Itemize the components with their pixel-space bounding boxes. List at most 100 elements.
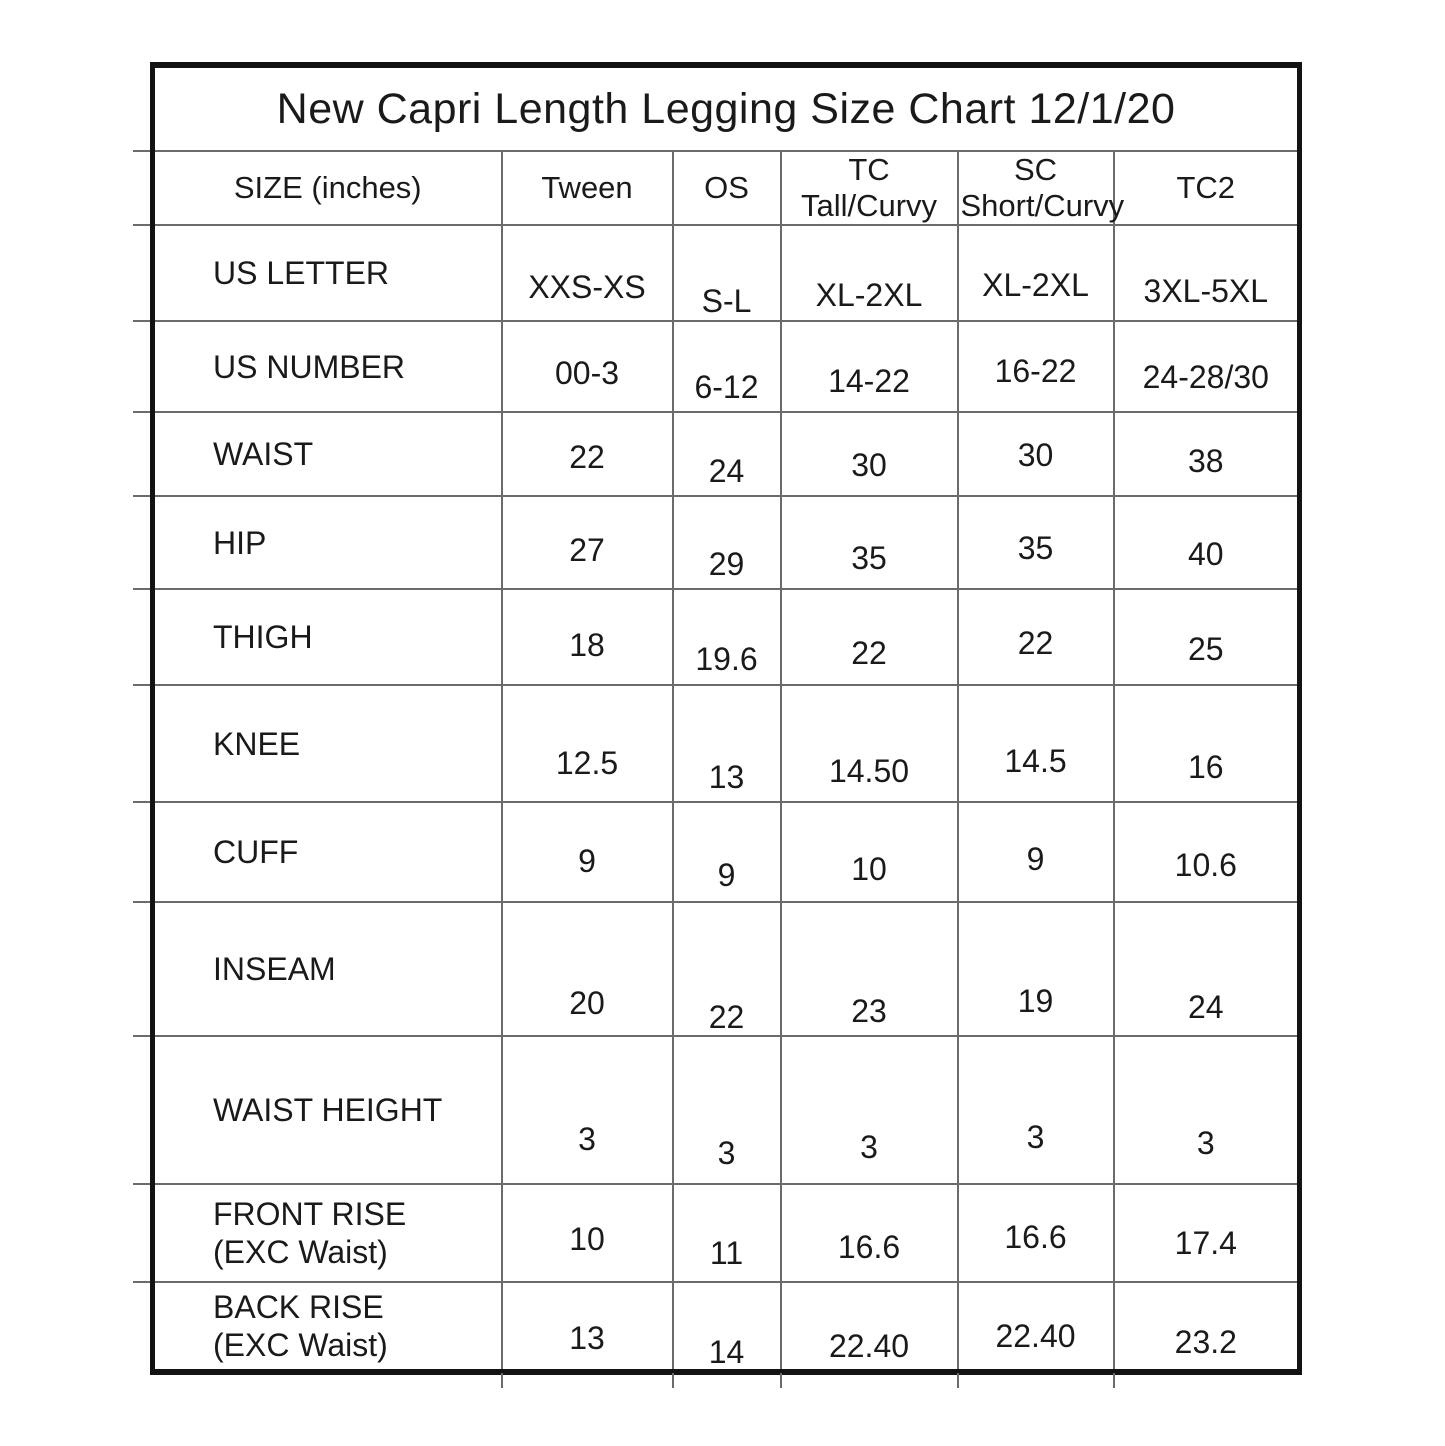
cell-value: 35 — [851, 540, 887, 576]
cell: 9 — [500, 801, 674, 903]
cell: 12.5 — [500, 684, 674, 803]
cell-value: 22.40 — [828, 1328, 910, 1364]
cell: 9 — [956, 801, 1115, 903]
cell: 19.6 — [671, 588, 782, 686]
cell: 3 — [779, 1035, 959, 1185]
cell: 9 — [671, 801, 782, 903]
cell: 24 — [1112, 901, 1301, 1037]
cell: 16-22 — [956, 320, 1115, 413]
cell-value: 17.4 — [1174, 1225, 1237, 1261]
cell: 22 — [671, 901, 782, 1037]
cell-value: 9 — [578, 843, 596, 879]
row-label: KNEE — [132, 684, 503, 804]
cell: 17.4 — [1112, 1183, 1301, 1283]
cell-value: 29 — [708, 546, 745, 582]
cell-value: 14-22 — [828, 363, 910, 399]
cell: 16.6 — [779, 1183, 959, 1283]
cell: 35 — [779, 495, 959, 590]
cell-value: 14.50 — [828, 753, 910, 789]
cell-value: 3 — [1196, 1125, 1215, 1161]
cell-value: 3XL-5XL — [1143, 273, 1269, 309]
cell-value: XL-2XL — [982, 267, 1089, 303]
cell: 27 — [500, 495, 674, 590]
cell: 14.5 — [956, 684, 1115, 803]
cell: 30 — [779, 411, 959, 497]
cell-value: 38 — [1187, 443, 1224, 479]
cell: XL-2XL — [779, 224, 959, 322]
cell-value: 16.6 — [1004, 1219, 1067, 1255]
cell: 10 — [779, 801, 959, 903]
table-row-inseam: INSEAM 20 22 23 19 24 — [132, 901, 1301, 1038]
cell: 23.2 — [1112, 1281, 1301, 1389]
cell: 22 — [779, 588, 959, 686]
table-row-waist-height: WAIST HEIGHT 3 3 3 3 3 — [132, 1035, 1301, 1186]
cell: 18 — [500, 588, 674, 686]
cell: 3 — [956, 1035, 1115, 1185]
table-row-us-number: US NUMBER 00-3 6-12 14-22 16-22 24-28/30 — [132, 320, 1301, 414]
table-row-hip: HIP 27 29 35 35 40 — [132, 495, 1301, 591]
cell-value: 14 — [708, 1334, 745, 1370]
cell: 16.6 — [956, 1183, 1115, 1283]
column-header-tween: Tween — [500, 150, 674, 226]
cell: 14 — [671, 1281, 782, 1389]
row-label: US LETTER — [132, 224, 503, 323]
cell-value: 25 — [1187, 631, 1224, 667]
size-chart-table: New Capri Length Legging Size Chart 12/1… — [130, 62, 1303, 1389]
cell-value: S-L — [701, 283, 752, 319]
cell-value: 14.5 — [1004, 743, 1067, 779]
cell-value: 16-22 — [994, 353, 1077, 389]
cell-value: 24-28/30 — [1142, 359, 1269, 395]
cell-value: 19.6 — [695, 641, 758, 677]
cell: 22.40 — [779, 1281, 959, 1389]
cell-value: 40 — [1187, 536, 1224, 572]
cell: 22 — [500, 411, 674, 497]
cell-value: 35 — [1017, 530, 1054, 566]
cell-value: 19 — [1017, 983, 1054, 1019]
cell: 14-22 — [779, 320, 959, 413]
cell: 25 — [1112, 588, 1301, 686]
cell-value: 30 — [1017, 437, 1054, 473]
page-title: New Capri Length Legging Size Chart 12/1… — [130, 65, 1300, 152]
cell-value: 24 — [1187, 989, 1224, 1025]
cell: S-L — [671, 224, 782, 322]
cell-value: 22 — [851, 635, 887, 671]
cell-value: 22 — [569, 439, 605, 475]
cell: 00-3 — [500, 320, 674, 413]
cell-value: 3 — [860, 1129, 878, 1165]
row-label: THIGH — [132, 588, 503, 687]
cell: 35 — [956, 495, 1115, 590]
cell: 40 — [1112, 495, 1301, 590]
cell: 23 — [779, 901, 959, 1037]
table-row-cuff: CUFF 9 9 10 9 10.6 — [132, 801, 1301, 904]
cell: 3 — [671, 1035, 782, 1185]
cell: 13 — [671, 684, 782, 803]
cell: 14.50 — [779, 684, 959, 803]
cell: 3 — [500, 1035, 674, 1185]
table-row-back-rise: BACK RISE (EXC Waist) 13 14 22.40 22.40 … — [151, 1281, 1301, 1389]
column-header-tc2: TC2 — [1112, 150, 1301, 226]
cell-value: 9 — [717, 857, 736, 893]
cell-value: 13 — [569, 1320, 605, 1356]
row-label: WAIST HEIGHT — [132, 1035, 503, 1186]
cell-value: 6-12 — [694, 369, 759, 405]
cell: 30 — [956, 411, 1115, 497]
cell-value: 23.2 — [1174, 1324, 1237, 1360]
row-label: CUFF — [132, 801, 503, 904]
cell: 22 — [956, 588, 1115, 686]
cell: 3XL-5XL — [1112, 224, 1301, 322]
cell-value: 3 — [717, 1135, 736, 1171]
cell-value: 22.40 — [995, 1318, 1076, 1354]
cell-value: 00-3 — [554, 355, 620, 391]
cell: 38 — [1112, 411, 1301, 497]
cell-value: 9 — [1026, 841, 1045, 877]
cell-value: 10 — [851, 851, 887, 887]
cell-value: XXS-XS — [528, 269, 646, 305]
cell-value: 20 — [569, 985, 605, 1021]
cell-value: XL-2XL — [815, 277, 923, 313]
cell-value: 11 — [709, 1235, 744, 1271]
cell-value: 18 — [569, 627, 605, 663]
cell: 6-12 — [671, 320, 782, 413]
cell-value: 10 — [569, 1221, 605, 1257]
table-row-knee: KNEE 12.5 13 14.50 14.5 16 — [132, 684, 1301, 804]
cell-value: 3 — [1026, 1119, 1045, 1155]
